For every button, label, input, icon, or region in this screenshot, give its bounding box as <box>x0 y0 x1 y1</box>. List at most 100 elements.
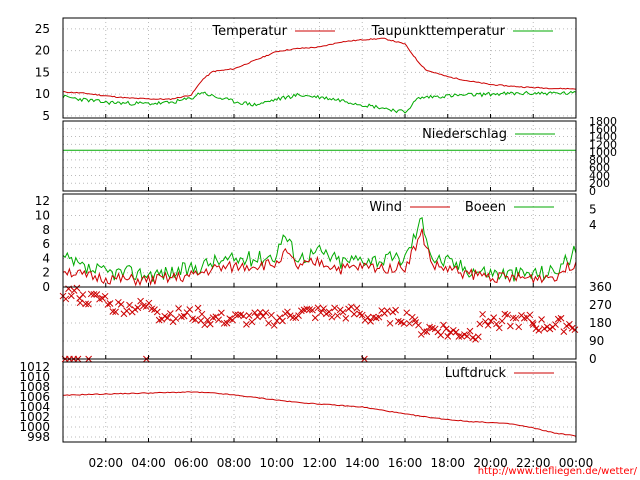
direction-point <box>571 326 579 334</box>
direction-point <box>67 292 75 300</box>
direction-point <box>215 316 222 324</box>
direction-point <box>342 315 350 322</box>
direction-point <box>284 308 291 316</box>
panel-frames <box>62 17 577 443</box>
direction-point <box>466 327 474 335</box>
precip-y2-tick: 1400 <box>589 131 617 144</box>
direction-point <box>529 319 536 327</box>
direction-point <box>415 321 422 329</box>
direction-point <box>289 314 297 321</box>
direction-point <box>507 322 514 330</box>
direction-point <box>93 291 101 298</box>
direction-point <box>104 301 112 308</box>
legend-precip-label: Niederschlag <box>422 127 507 142</box>
direction-point <box>515 323 523 331</box>
direction-point <box>109 308 117 315</box>
wind-y-tick: 10 <box>35 208 50 222</box>
data-series <box>59 37 579 437</box>
direction-point <box>476 320 484 328</box>
source-url[interactable]: http://www.tiefliegen.de/wetter/ <box>478 466 638 477</box>
temperature-y-tick: 20 <box>35 44 50 58</box>
direction-point <box>437 331 445 339</box>
direction-point <box>498 317 506 325</box>
direction-point <box>322 310 330 318</box>
precip-y2-tick: 200 <box>589 177 610 190</box>
direction-point <box>406 320 413 327</box>
direction-point <box>194 304 202 312</box>
direction-point <box>367 318 374 325</box>
direction-point <box>400 320 408 327</box>
pressure-y-tick: 1000 <box>19 420 50 434</box>
direction-point <box>560 328 568 336</box>
legend-temperature-label: Temperatur <box>211 24 287 39</box>
dewpoint-line <box>62 90 577 114</box>
temperature-line <box>62 37 577 101</box>
direction-point <box>328 313 336 321</box>
direction-point <box>186 306 194 313</box>
gusts-line <box>62 217 577 282</box>
direction-point <box>442 325 450 333</box>
direction-point <box>259 312 267 320</box>
direction-point <box>175 305 182 312</box>
wind-y-tick: 2 <box>42 266 50 280</box>
precip-y2-tick: 1000 <box>589 146 617 159</box>
x-tick-label: 16:00 <box>388 456 423 470</box>
direction-point <box>166 310 174 317</box>
direction-point <box>552 321 559 328</box>
pressure-y-tick: 1006 <box>19 390 50 404</box>
legend-dewpoint-label: Taupunkttemperatur <box>371 24 506 39</box>
direction-point <box>479 310 486 318</box>
wind-y-tick: 6 <box>42 237 50 251</box>
direction-point <box>265 319 272 327</box>
direction-point <box>347 303 355 311</box>
precip-y2-tick: 1600 <box>589 123 617 136</box>
direction-point <box>270 322 278 329</box>
direction-point <box>339 308 347 316</box>
direction-point <box>482 318 489 325</box>
direction-point <box>115 298 122 306</box>
direction-point <box>320 305 327 312</box>
direction-point <box>153 308 161 316</box>
direction-y2-tick: 180 <box>589 316 612 330</box>
x-tick-label: 14:00 <box>345 456 380 470</box>
direction-point <box>493 320 500 328</box>
temperature-y-tick: 15 <box>35 65 50 79</box>
direction-point <box>311 314 319 322</box>
x-tick-label: 10:00 <box>259 456 294 470</box>
direction-y2-tick: 270 <box>589 298 612 312</box>
x-tick-label: 18:00 <box>430 456 465 470</box>
direction-point <box>463 332 471 340</box>
direction-point <box>474 333 482 341</box>
x-tick-label: 08:00 <box>217 456 252 470</box>
direction-point <box>180 312 188 320</box>
direction-point <box>268 311 275 319</box>
x-tick-label: 00:00 <box>559 456 594 470</box>
direction-point <box>248 318 256 326</box>
wind-line <box>62 228 577 287</box>
direction-point <box>353 304 361 312</box>
x-tick-label: 04:00 <box>131 456 166 470</box>
wind-y-tick: 8 <box>42 223 50 237</box>
direction-point <box>137 297 144 305</box>
direction-point <box>509 314 517 322</box>
direction-point <box>220 320 228 327</box>
wind-y-tick: 0 <box>42 280 50 294</box>
direction-y2-tick: 0 <box>589 352 597 366</box>
precip-y2-tick: 800 <box>589 154 610 167</box>
direction-point <box>484 321 492 329</box>
direction-point <box>134 304 142 312</box>
direction-point <box>106 300 114 307</box>
x-tick-label: 06:00 <box>174 456 209 470</box>
direction-point <box>62 295 70 303</box>
pressure-line <box>63 391 577 437</box>
direction-point <box>386 319 394 327</box>
direction-point <box>82 300 90 308</box>
direction-point <box>164 314 171 322</box>
direction-y2-tick: 90 <box>589 334 604 348</box>
direction-point <box>334 312 341 320</box>
direction-point <box>512 314 520 322</box>
temperature-y-tick: 10 <box>35 87 50 101</box>
direction-point <box>101 292 109 300</box>
direction-point <box>172 315 180 322</box>
